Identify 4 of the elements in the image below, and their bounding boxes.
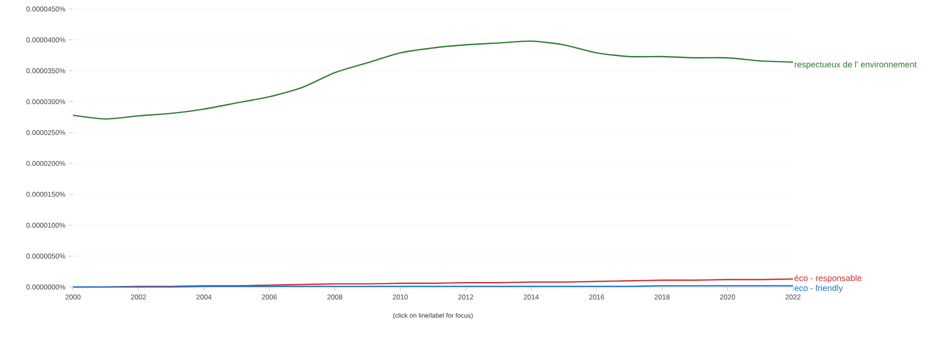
line-series: [72, 40, 794, 120]
series-label: éco - responsable: [794, 274, 862, 283]
series-label: eco - friendly: [794, 284, 843, 293]
series-label: respectueux de l' environnement: [794, 61, 917, 70]
